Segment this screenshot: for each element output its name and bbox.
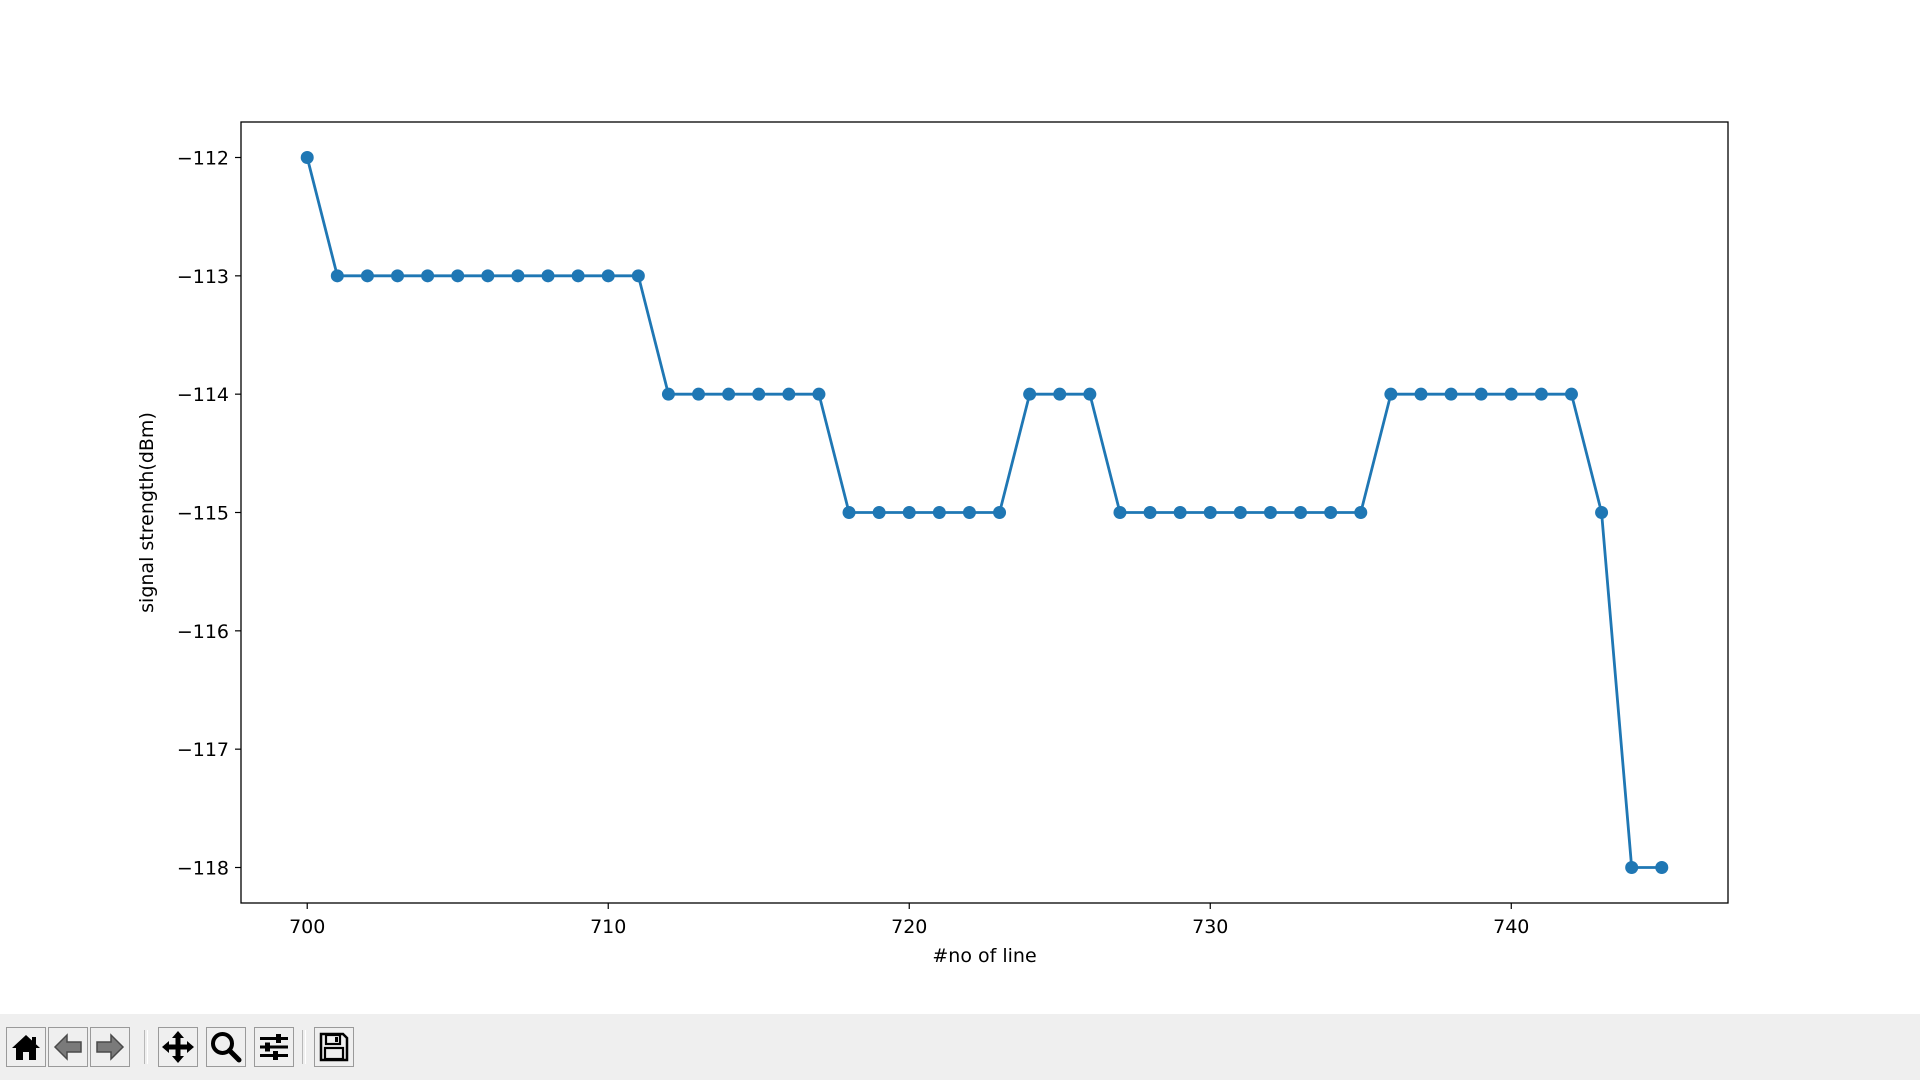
x-tick-label: 710 [590,916,626,938]
data-point [1504,387,1518,401]
data-point [1595,506,1609,519]
data-point [872,506,886,519]
data-point [1384,387,1398,401]
data-point [1474,387,1488,401]
back-button[interactable] [48,1027,88,1067]
forward-button[interactable] [90,1027,130,1067]
data-point [451,269,465,283]
data-point [1263,506,1277,519]
zoom-button[interactable] [206,1027,246,1067]
x-tick-label: 740 [1493,916,1529,938]
data-point [1534,387,1548,401]
x-tick-label: 700 [289,916,325,938]
data-point [391,269,405,283]
configure-subplots-button[interactable] [254,1027,294,1067]
y-tick-label: −118 [177,858,229,880]
data-point [1324,506,1338,519]
toolbar-separator [302,1030,306,1064]
data-point [1354,506,1368,519]
arrow-right-icon [96,1033,125,1061]
save-button[interactable] [314,1027,354,1067]
data-point [1233,506,1247,519]
data-point [752,387,766,401]
pan-button[interactable] [158,1027,198,1067]
home-button[interactable] [6,1027,46,1067]
data-point [932,506,946,519]
data-point [360,269,374,283]
data-point [692,387,706,401]
x-tick-label: 730 [1192,916,1228,938]
data-point [631,269,645,283]
data-point [1625,861,1639,874]
y-tick-label: −113 [177,266,229,288]
data-point [902,506,916,519]
data-point [300,151,314,164]
data-point [1053,387,1067,401]
x-axis-label: #no of line [932,945,1036,967]
home-icon [12,1035,40,1060]
data-point [722,387,736,401]
plot-frame [240,121,1729,904]
data-point [1294,506,1308,519]
y-tick-label: −114 [177,384,229,406]
data-point [1023,387,1037,401]
y-axis-label: signal strength(dBm) [136,412,158,613]
toolbar-separator [144,1030,148,1064]
data-point [962,506,976,519]
move-icon [162,1031,194,1063]
data-point [571,269,585,283]
axis-ticks: 700 710 720 730 740 −112 −113 −114 −115 −116 −117 −… [177,148,1530,939]
data-point [1143,506,1157,519]
y-tick-label: −116 [177,621,229,643]
data-point [601,269,615,283]
floppy-disk-icon [319,1032,349,1062]
series-layer [300,151,1669,874]
data-point [1414,387,1428,401]
data-point [993,506,1007,519]
data-point [812,387,826,401]
data-point [541,269,555,283]
data-point [1564,387,1578,401]
data-point [1173,506,1187,519]
data-point [421,269,435,283]
data-point [1083,387,1097,401]
y-tick-label: −117 [177,739,229,761]
y-tick-label: −112 [177,148,229,170]
data-point [1655,861,1669,874]
figure-canvas: 700 710 720 730 740 −112 −113 −114 −115 −116 −117 −… [136,121,1729,967]
x-tick-label: 720 [891,916,927,938]
line-chart: 700 710 720 730 740 −112 −113 −114 −115 −116 −117 −… [136,121,1729,967]
data-point [511,269,525,283]
magnifier-icon [211,1032,242,1063]
data-point [842,506,856,519]
data-point [782,387,796,401]
sliders-icon [260,1034,288,1060]
arrow-left-icon [53,1033,82,1061]
y-tick-label: −115 [177,503,229,525]
data-point [661,387,675,401]
series-line [305,157,1662,869]
data-point [1203,506,1217,519]
navigation-toolbar [0,1014,1920,1080]
data-point [330,269,344,283]
data-point [1444,387,1458,401]
data-point [481,269,495,283]
data-point [1113,506,1127,519]
